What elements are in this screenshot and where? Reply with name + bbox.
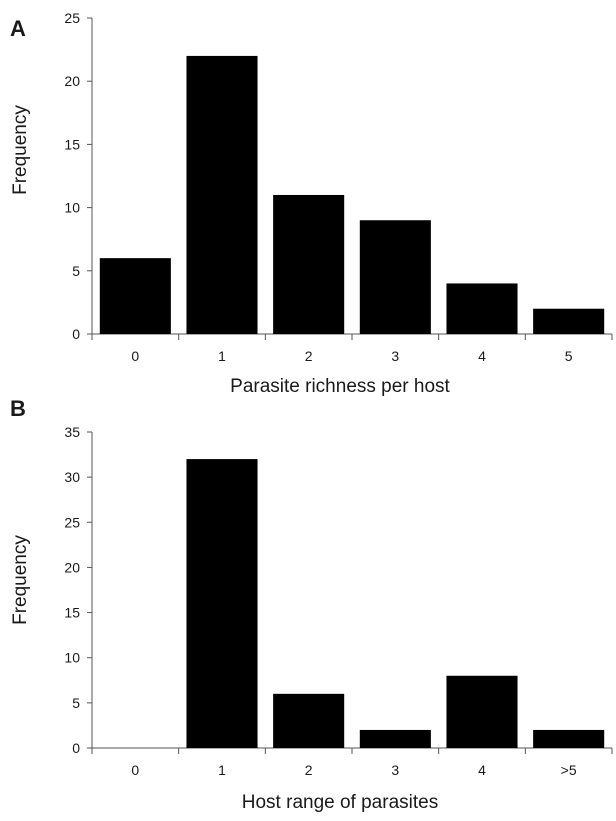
- y-tick-label-b: 0: [72, 740, 80, 756]
- bar-b-4: [446, 675, 518, 748]
- bar-a-4: [446, 283, 518, 334]
- y-tick-label-a: 5: [72, 263, 80, 279]
- x-tick-label-b: >5: [561, 762, 577, 778]
- y-tick-label-b: 35: [64, 424, 80, 440]
- y-tick-label-a: 20: [64, 73, 80, 89]
- y-tick-label-b: 5: [72, 695, 80, 711]
- bar-a-1: [186, 55, 258, 335]
- y-tick-label-b: 25: [64, 514, 80, 530]
- y-tick-label-b: 30: [64, 469, 80, 485]
- x-tick-label-b: 0: [131, 762, 139, 778]
- x-axis-label-b: Host range of parasites: [242, 792, 438, 813]
- x-tick-label-a: 5: [565, 348, 573, 364]
- bar-a-0: [99, 258, 171, 334]
- bar-a-2: [273, 194, 345, 334]
- y-tick-label-a: 25: [64, 10, 80, 26]
- y-tick-label-a: 10: [64, 200, 80, 216]
- x-tick-label-a: 0: [131, 348, 139, 364]
- panel-label-a: A: [10, 16, 26, 41]
- chart-panel-a: A Frequency Parasite richness per host 0…: [10, 10, 613, 397]
- bar-b-3: [359, 729, 431, 748]
- x-tick-label-a: 2: [305, 348, 313, 364]
- y-tick-label-b: 15: [64, 605, 80, 621]
- x-tick-label-b: 3: [391, 762, 399, 778]
- x-tick-label-a: 3: [391, 348, 399, 364]
- bar-b-1: [186, 459, 258, 748]
- y-tick-label-b: 20: [64, 559, 80, 575]
- x-tick-label-a: 4: [478, 348, 486, 364]
- x-tick-label-b: 2: [305, 762, 313, 778]
- chart-panel-b: B Frequency Host range of parasites 0510…: [10, 396, 613, 813]
- y-axis-label-a: Frequency: [10, 105, 31, 195]
- y-axis-label-b: Frequency: [10, 535, 31, 625]
- x-tick-label-b: 4: [478, 762, 486, 778]
- x-axis-label-a: Parasite richness per host: [230, 376, 450, 397]
- bar-a-5: [533, 308, 605, 334]
- bar-b-5: [533, 729, 605, 748]
- bar-a-3: [359, 220, 431, 334]
- y-tick-label-b: 10: [64, 650, 80, 666]
- y-tick-label-a: 15: [64, 136, 80, 152]
- bar-b-2: [273, 693, 345, 748]
- panel-label-b: B: [10, 396, 26, 421]
- y-tick-label-a: 0: [72, 326, 80, 342]
- x-tick-label-a: 1: [218, 348, 226, 364]
- x-tick-label-b: 1: [218, 762, 226, 778]
